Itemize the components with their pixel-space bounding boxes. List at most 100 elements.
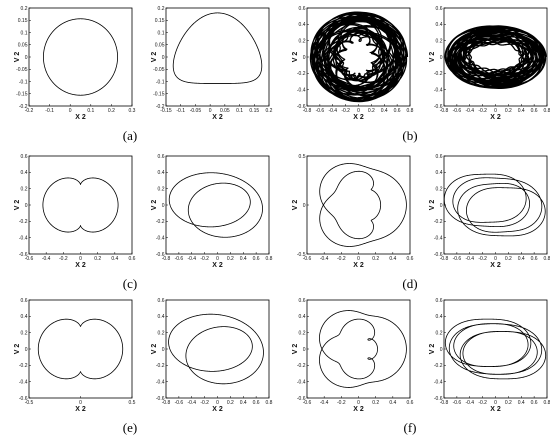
plot-frame bbox=[443, 299, 548, 399]
x-tick-label: -0.1 bbox=[176, 108, 185, 114]
y-tick-label: 0.6 bbox=[21, 298, 28, 304]
y-axis-label: V 2 bbox=[292, 52, 299, 63]
x-tick-label: -0.4 bbox=[320, 256, 329, 262]
x-tick-label: 0.2 bbox=[372, 400, 379, 406]
x-tick-label: 0.4 bbox=[389, 400, 396, 406]
y-tick-label: -0.4 bbox=[434, 379, 443, 385]
y-tick-label: -0.6 bbox=[297, 104, 306, 110]
x-tick-label: 0.2 bbox=[505, 400, 512, 406]
x-tick-label: -0.8 bbox=[162, 400, 171, 406]
phase-trajectory bbox=[37, 318, 124, 380]
y-tick-label: 0.5 bbox=[299, 154, 306, 160]
x-tick-label: -0.2 bbox=[200, 400, 209, 406]
y-tick-label: -0.2 bbox=[434, 219, 443, 225]
x-tick-label: 0 bbox=[357, 256, 360, 262]
x-tick-label: -0.6 bbox=[453, 256, 462, 262]
subplot-b-2: 0.60.40.20-0.2-0.4-0.6-0.8 -0.6 -0.4 -0.2 0 0… bbox=[429, 6, 550, 121]
x-tick-label: 0.4 bbox=[518, 400, 525, 406]
curve-group bbox=[37, 318, 124, 380]
y-axis-label: V 2 bbox=[292, 344, 299, 355]
y-tick-label: -0.2 bbox=[156, 363, 165, 369]
y-tick-label: 0.05 bbox=[155, 43, 165, 49]
panel-caption: (c) bbox=[123, 276, 137, 291]
x-tick-label: 0 bbox=[494, 108, 497, 114]
x-tick-label: -0.05 bbox=[190, 108, 202, 114]
subplot-d-1: 0.5 0 -0.5-0.6 -0.4 -0.2 0 0.2 0.4 0.6 V 2 X 2 bbox=[292, 154, 414, 269]
x-tick-label: 0 bbox=[357, 400, 360, 406]
phase-trajectory bbox=[319, 163, 407, 247]
y-tick-label: 0.4 bbox=[21, 170, 28, 176]
y-tick-label: -0.6 bbox=[434, 396, 443, 402]
x-tick-label: -0.6 bbox=[175, 256, 184, 262]
y-axis-label: V 2 bbox=[151, 52, 158, 63]
x-tick-label: 0.4 bbox=[381, 108, 388, 114]
subplot-d-2: 0.60.40.20-0.2-0.4-0.6-0.8 -0.6 -0.4 -0.2 0 0… bbox=[429, 154, 550, 269]
y-tick-label: -0.4 bbox=[297, 379, 306, 385]
subplot-a-1: 0.2 0.15 0.1 0.05 0 -0.05 -0.1 -0.15 -0.2-0.2 -0.… bbox=[14, 6, 136, 121]
x-tick-label: -0.8 bbox=[303, 108, 312, 114]
y-tick-label: -0.2 bbox=[19, 363, 28, 369]
y-tick-label: 0.2 bbox=[299, 38, 306, 44]
y-tick-label: 0 bbox=[162, 203, 165, 209]
x-tick-label: -0.1 bbox=[45, 108, 54, 114]
x-tick-label: -0.6 bbox=[303, 256, 312, 262]
x-tick-label: -0.2 bbox=[478, 256, 487, 262]
y-tick-label: 0.4 bbox=[436, 314, 443, 320]
y-tick-label: 0.2 bbox=[158, 186, 165, 192]
x-tick-label: 0.8 bbox=[266, 400, 273, 406]
y-tick-label: 0.15 bbox=[18, 18, 28, 24]
x-tick-label: 0 bbox=[216, 256, 219, 262]
x-tick-label: 0 bbox=[79, 256, 82, 262]
y-tick-label: 0.4 bbox=[158, 314, 165, 320]
x-axis-label: X 2 bbox=[212, 406, 223, 413]
panel-caption: (a) bbox=[123, 128, 137, 143]
x-tick-label: 0.4 bbox=[518, 256, 525, 262]
y-tick-label: -0.2 bbox=[19, 104, 28, 110]
y-tick-label: 0.15 bbox=[155, 18, 165, 24]
y-tick-label: -0.05 bbox=[153, 67, 165, 73]
y-tick-label: 0.2 bbox=[436, 330, 443, 336]
y-tick-label: -0.1 bbox=[156, 79, 165, 85]
phase-trajectory bbox=[168, 172, 263, 238]
y-tick-label: 0.6 bbox=[21, 154, 28, 160]
phase-trajectory bbox=[43, 18, 118, 96]
x-tick-label: 0.1 bbox=[87, 108, 94, 114]
x-tick-label: -0.8 bbox=[440, 108, 449, 114]
y-tick-label: 0.2 bbox=[436, 38, 443, 44]
phase-trajectory bbox=[172, 12, 263, 84]
y-tick-label: -0.5 bbox=[297, 252, 306, 258]
plot-frame bbox=[28, 299, 133, 399]
y-tick-label: -0.15 bbox=[16, 92, 28, 98]
x-tick-label: 0.6 bbox=[531, 108, 538, 114]
y-axis-label: V 2 bbox=[292, 200, 299, 211]
x-axis-label: X 2 bbox=[75, 114, 86, 121]
y-tick-label: 0.6 bbox=[436, 154, 443, 160]
subplot-e-1: 0.6 0.4 0.2 0 -0.2 -0.4 -0.6-0.5 0 0.5 V 2 X 2 bbox=[14, 298, 136, 413]
y-tick-label: 0 bbox=[440, 55, 443, 61]
y-tick-label: 0 bbox=[25, 203, 28, 209]
x-tick-label: -0.4 bbox=[187, 400, 196, 406]
x-tick-label: 0.05 bbox=[220, 108, 230, 114]
x-tick-label: -0.8 bbox=[440, 256, 449, 262]
y-tick-label: -0.4 bbox=[156, 379, 165, 385]
subplot-a-2: 0.20.150.10.050-0.05-0.1-0.15-0.2-0.15 -0… bbox=[151, 6, 273, 121]
x-tick-label: -0.8 bbox=[440, 400, 449, 406]
y-tick-label: -0.2 bbox=[156, 104, 165, 110]
plot-frame bbox=[306, 155, 411, 255]
y-tick-label: 0.4 bbox=[158, 170, 165, 176]
y-tick-label: 0.4 bbox=[299, 314, 306, 320]
plot-frame bbox=[28, 155, 133, 255]
x-tick-label: 0.2 bbox=[227, 256, 234, 262]
phase-trajectory bbox=[444, 318, 547, 380]
y-tick-label: -0.6 bbox=[19, 396, 28, 402]
y-tick-label: 0 bbox=[303, 55, 306, 61]
x-tick-label: -0.2 bbox=[341, 108, 350, 114]
phase-trajectory bbox=[42, 177, 119, 233]
x-tick-label: -0.2 bbox=[478, 400, 487, 406]
y-tick-label: 0 bbox=[162, 347, 165, 353]
x-tick-label: -0.2 bbox=[478, 108, 487, 114]
x-axis-label: X 2 bbox=[212, 262, 223, 269]
y-tick-label: 0.2 bbox=[21, 330, 28, 336]
panel-e: 0.60.40.20-0.2-0.4-0.6-0.5 0 0.5V 2X 20.6 0… bbox=[14, 298, 273, 435]
